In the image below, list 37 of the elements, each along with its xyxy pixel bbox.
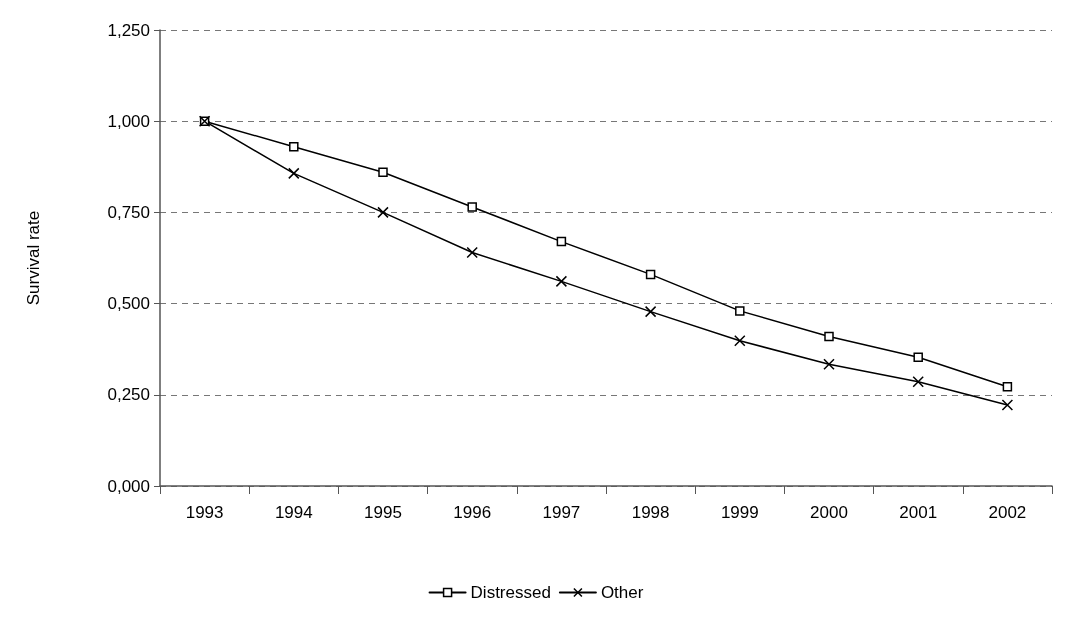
- point: [555, 275, 568, 288]
- x-tick-label: 1993: [185, 503, 224, 522]
- point: [378, 167, 388, 178]
- x-tick-label: 1997: [542, 503, 581, 522]
- point: [913, 352, 923, 362]
- legend-label: Other: [600, 583, 644, 602]
- y-tick-label: 0,750: [107, 202, 150, 222]
- point: [466, 246, 478, 259]
- y-tick-label: 1,000: [107, 111, 150, 131]
- point: [289, 141, 299, 152]
- point: [644, 305, 657, 318]
- point: [377, 206, 389, 219]
- point: [1001, 399, 1014, 411]
- x-tick-label: 2000: [810, 503, 848, 522]
- point: [645, 269, 656, 280]
- point: [734, 335, 746, 347]
- x-tick-label: 2002: [988, 503, 1027, 522]
- y-tick-label: 0,250: [107, 385, 150, 405]
- y-tick-label: 1,250: [107, 20, 150, 40]
- x-tick-label: 1998: [631, 503, 670, 522]
- point: [467, 202, 477, 212]
- point: [1002, 382, 1013, 392]
- x-tick-label: 2001: [899, 503, 938, 522]
- y-tick-label: 0,000: [107, 476, 150, 496]
- point: [735, 306, 745, 316]
- y-axis-title: Survival rate: [24, 210, 43, 306]
- point: [823, 358, 835, 370]
- x-tick-label: 1996: [453, 503, 492, 522]
- y-tick-label: 0,500: [107, 294, 150, 314]
- x-tick-label: 1995: [364, 503, 402, 522]
- point: [556, 236, 567, 247]
- legend-label: Distressed: [470, 583, 551, 602]
- point: [824, 331, 834, 342]
- point: [912, 375, 924, 388]
- x-tick-label: 1994: [274, 503, 313, 522]
- x-tick-label: 1999: [720, 503, 759, 522]
- point: [288, 167, 300, 180]
